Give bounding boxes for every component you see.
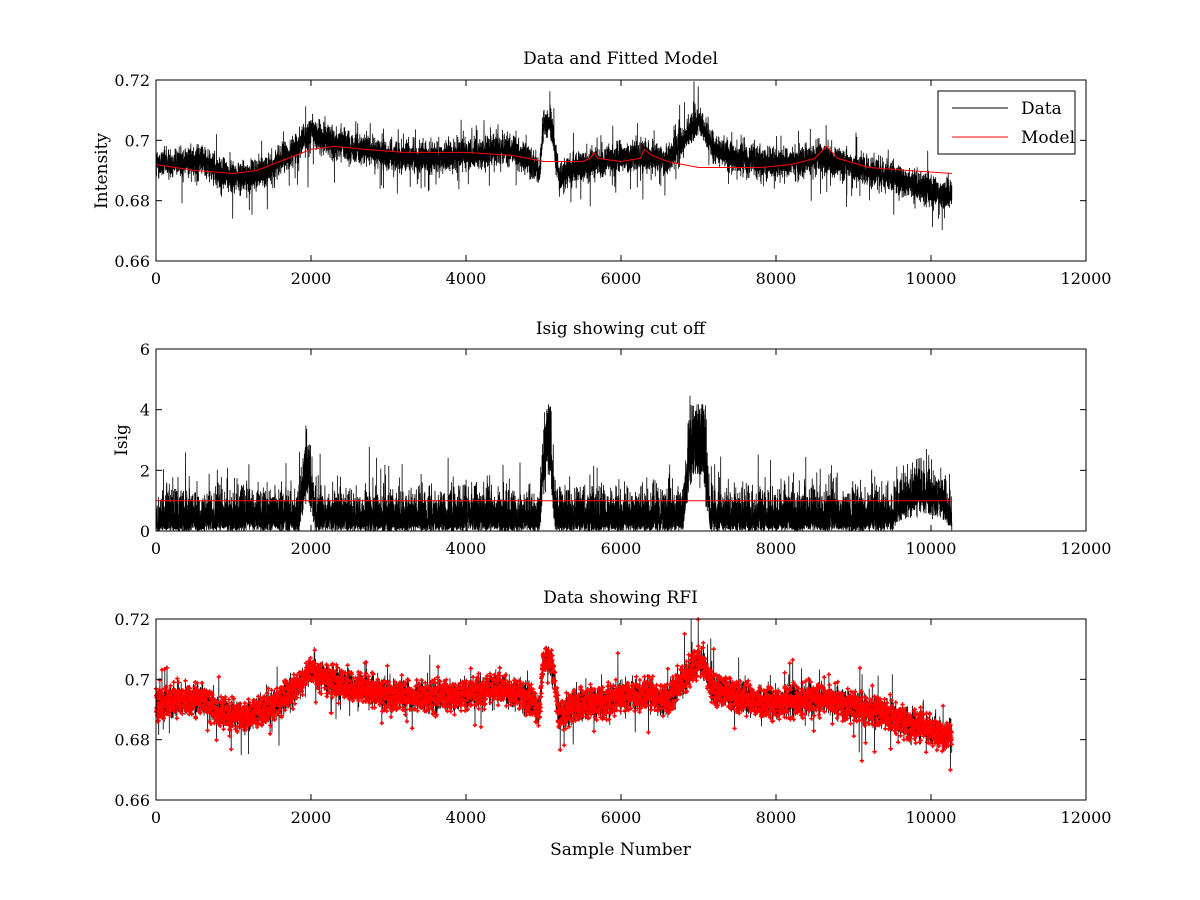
- series-model: [155, 145, 952, 175]
- y-tick-label: 6: [140, 340, 150, 359]
- legend-label-model: Model: [1021, 128, 1075, 148]
- x-tick-label: 0: [151, 269, 161, 288]
- x-tick-label: 2000: [291, 269, 332, 288]
- x-tick-label: 2000: [291, 539, 332, 558]
- x-tick-label: 8000: [756, 539, 797, 558]
- series-isig: [155, 395, 953, 533]
- y-tick-label: 0.72: [114, 71, 150, 90]
- y-tick-label: 4: [140, 401, 150, 420]
- legend: Data Model: [937, 90, 1076, 155]
- x-tick-label: 4000: [446, 539, 487, 558]
- y-tick-label: 0.68: [114, 731, 150, 750]
- legend-label-data: Data: [1021, 99, 1062, 119]
- legend-box: [937, 90, 1076, 155]
- y-tick-label: 2: [140, 461, 150, 480]
- panel-isig-showing-cut-off: Isig showing cut off Isig 0 2000 4000 6000 8…: [112, 319, 1111, 558]
- x-tick-label: 8000: [756, 808, 797, 827]
- x-tick-label: 8000: [756, 269, 797, 288]
- axes-frame: [155, 79, 1087, 262]
- x-tick-label: 6000: [601, 539, 642, 558]
- panel-title: Data and Fitted Model: [523, 49, 718, 69]
- x-tick-label: 6000: [601, 269, 642, 288]
- x-tick-label: 2000: [291, 808, 332, 827]
- y-tick-label: 0: [140, 522, 150, 541]
- panel-title: Data showing RFI: [543, 588, 698, 608]
- x-tick-label: 0: [151, 808, 161, 827]
- x-tick-label: 4000: [446, 269, 487, 288]
- x-tick-label: 10000: [906, 539, 957, 558]
- axes-frame: [155, 348, 1087, 532]
- ticks-layer: 0 2000 4000 6000 8000 10000 12000 0 2 4 6: [140, 340, 1112, 558]
- x-tick-label: 12000: [1061, 269, 1112, 288]
- x-tick-label: 0: [151, 539, 161, 558]
- y-tick-label: 0.72: [114, 610, 150, 629]
- y-axis-label: Intensity: [92, 133, 112, 209]
- x-tick-label: 12000: [1061, 539, 1112, 558]
- panel-data-and-fitted-model: Data and Fitted Model Intensity 0 2000 400…: [92, 49, 1111, 288]
- y-tick-label: 0.68: [114, 192, 150, 211]
- x-axis-label: Sample Number: [550, 840, 692, 860]
- ticks-layer: 0 2000 4000 6000 8000 10000 12000 0.66 0.68 0.7 0.…: [114, 610, 1111, 827]
- x-tick-label: 10000: [906, 808, 957, 827]
- y-tick-label: 0.7: [125, 670, 150, 689]
- series-layer: [155, 395, 953, 533]
- x-tick-label: 6000: [601, 808, 642, 827]
- panel-data-showing-rfi: Data showing RFI Sample Number 0 2000 4000…: [114, 588, 1111, 860]
- y-tick-label: 0.66: [114, 252, 150, 271]
- panel-title: Isig showing cut off: [536, 319, 707, 339]
- y-tick-label: 0.66: [114, 791, 150, 810]
- y-axis-label: Isig: [112, 424, 132, 456]
- series-layer: [155, 81, 953, 231]
- x-tick-label: 10000: [906, 269, 957, 288]
- x-tick-label: 4000: [446, 808, 487, 827]
- ticks-layer: 0 2000 4000 6000 8000 10000 12000 0.66 0.68 0.7 0.…: [114, 71, 1111, 288]
- y-tick-label: 0.7: [125, 131, 150, 150]
- series-data: [155, 81, 953, 231]
- axes-frame: [155, 618, 1087, 801]
- x-tick-label: 12000: [1061, 808, 1112, 827]
